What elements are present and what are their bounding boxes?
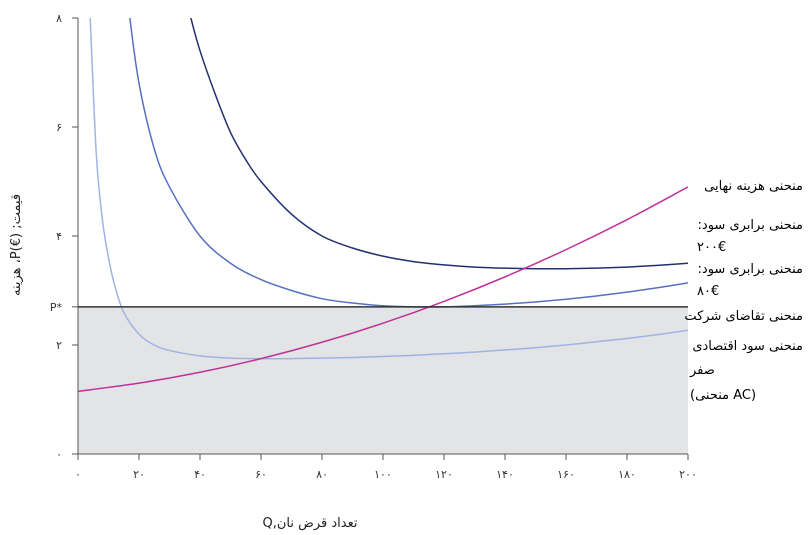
- isoprofit-80-label-line1: :منحنی برابری سود: [698, 262, 803, 277]
- x-axis-title: Q,تعداد قرض نان: [263, 516, 358, 531]
- annotation-labels: منحنی هزینه نهایی :منحنی برابری سود ۲۰۰€…: [684, 179, 803, 403]
- y-tick-label: ۶: [56, 121, 62, 134]
- shaded-area-layer: [78, 306, 688, 454]
- x-tick-label: ۸۰: [316, 468, 328, 481]
- x-tick-label: ۱۰۰: [374, 468, 392, 481]
- x-tick-label: ۲۰: [133, 468, 145, 481]
- y-tick-label: ۲: [56, 339, 62, 352]
- series-line-1: [129, 18, 688, 308]
- demand-curve-label: منحنی تقاضای شرکت: [684, 309, 803, 324]
- shaded-region: [78, 306, 688, 454]
- x-tick-label: ۲۰۰: [679, 468, 697, 481]
- y-tick-label: ۴: [56, 230, 62, 243]
- x-tick-label: ۴۰: [194, 468, 206, 481]
- series-line-0: [89, 18, 688, 360]
- isoprofit-80-label-line2: ۸۰€: [697, 284, 719, 299]
- series-line-2: [190, 18, 688, 270]
- y-tick-label: ۰: [56, 448, 62, 461]
- ac-curve-label-line2: صفر: [689, 363, 715, 378]
- x-tick-label: ۱۶۰: [557, 468, 575, 481]
- x-tick-label: ۱۸۰: [618, 468, 636, 481]
- y-axis-title: هزینه ،P(€) ;قیمت: [9, 194, 24, 296]
- series-line-3: [78, 186, 688, 393]
- x-tick-label: ۱۲۰: [435, 468, 453, 481]
- y-tick-label: P*: [50, 301, 63, 314]
- isoprofit-200-label-line1: :منحنی برابری سود: [698, 218, 803, 233]
- x-tick-label: ۱۴۰: [496, 468, 514, 481]
- ac-curve-label-line3: (منحنی AC): [690, 388, 756, 403]
- ac-curve-label-line1: منحنی سود اقتصادی: [692, 339, 803, 354]
- y-tick-label: ۸: [56, 12, 62, 25]
- isoprofit-200-label-line2: ۲۰۰€: [697, 240, 726, 255]
- series-layer: [78, 18, 688, 393]
- x-tick-label: ۰: [75, 468, 81, 481]
- ticks-layer: ۰ ۲۰ ۴۰ ۶۰ ۸۰ ۱۰۰ ۱۲۰ ۱۴۰ ۱۶۰ ۱۸۰ ۲۰۰ ۰ ۲ P* ۴ ۶ ۸: [50, 12, 697, 481]
- mc-curve-label: منحنی هزینه نهایی: [704, 179, 803, 194]
- x-tick-label: ۶۰: [255, 468, 267, 481]
